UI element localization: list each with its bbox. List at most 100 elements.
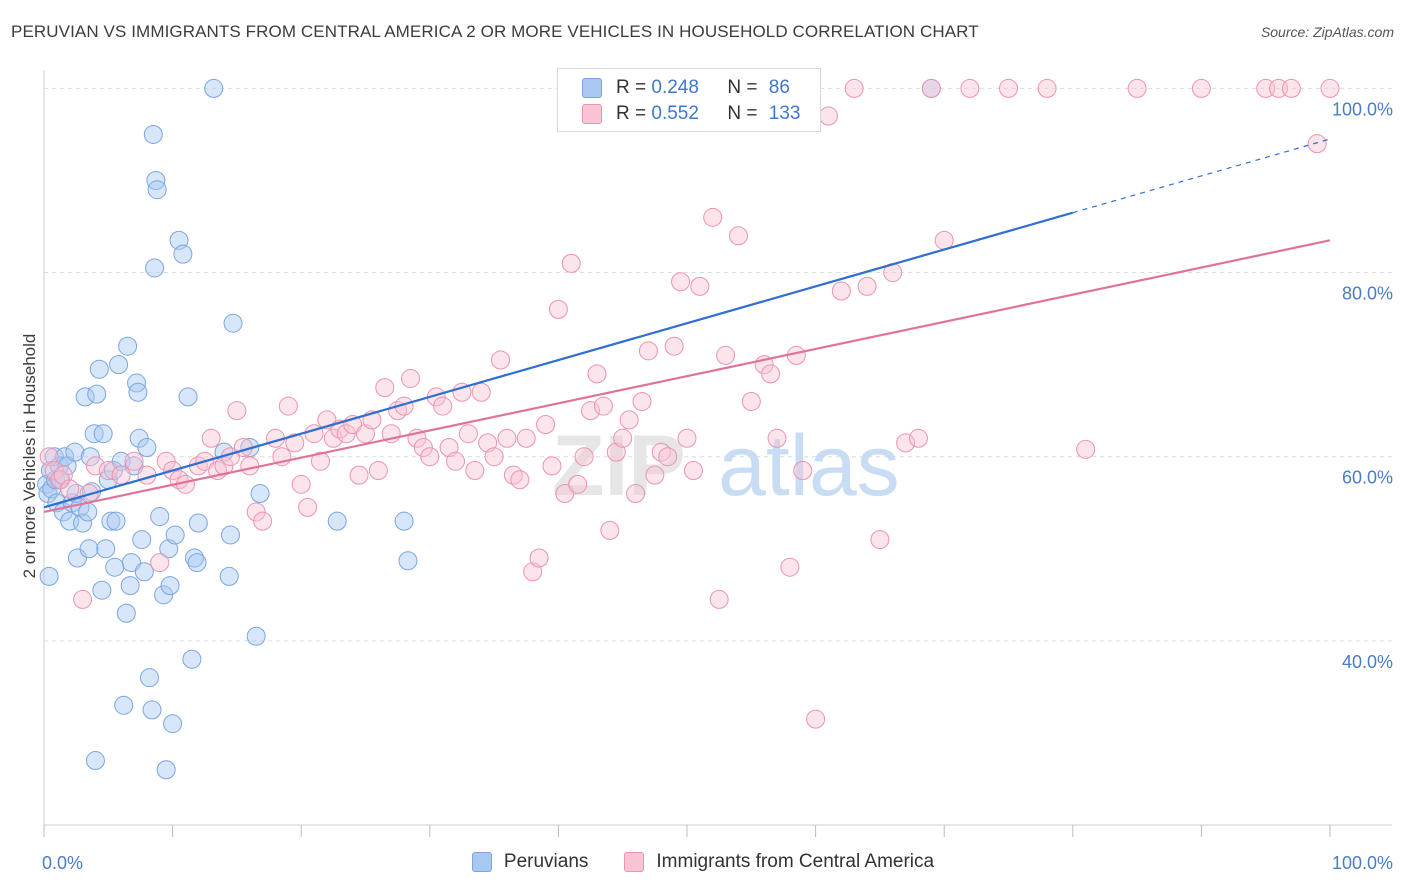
data-point xyxy=(542,456,562,476)
y-axis-label: 2 or more Vehicles in Household xyxy=(20,334,39,579)
legend-item-peruvians[interactable]: Peruvians xyxy=(471,851,589,873)
data-point xyxy=(1281,78,1301,98)
axes xyxy=(43,70,1392,837)
data-point xyxy=(105,557,125,577)
legend-label-peruvians: Peruvians xyxy=(503,851,589,872)
data-point xyxy=(1320,78,1340,98)
data-point xyxy=(446,451,466,471)
data-point xyxy=(999,78,1018,98)
data-point xyxy=(145,258,165,278)
data-point xyxy=(124,451,144,471)
data-point xyxy=(165,525,185,545)
data-point xyxy=(375,378,395,398)
data-point xyxy=(368,461,388,481)
data-point xyxy=(458,424,478,444)
legend-label-central-america: Immigrants from Central America xyxy=(656,851,935,872)
data-point xyxy=(285,433,305,453)
data-point xyxy=(574,447,594,467)
data-point xyxy=(298,497,318,517)
data-point xyxy=(806,709,826,729)
series-central-america-points xyxy=(39,78,1340,729)
data-point xyxy=(638,341,658,361)
data-point xyxy=(1037,78,1057,98)
y-tick-label: 100.0% xyxy=(1332,99,1393,119)
data-point xyxy=(67,548,87,568)
data-point xyxy=(491,350,511,370)
data-point xyxy=(600,520,620,540)
data-point xyxy=(246,626,266,646)
data-point xyxy=(134,562,154,582)
data-point xyxy=(201,428,221,448)
data-point xyxy=(111,465,131,485)
data-point xyxy=(626,484,646,504)
data-point xyxy=(632,391,652,411)
data-point xyxy=(536,414,556,434)
data-point xyxy=(240,456,260,476)
data-point xyxy=(581,401,601,421)
data-point xyxy=(767,428,787,448)
data-point xyxy=(44,447,64,467)
data-point xyxy=(587,364,607,384)
data-point xyxy=(80,447,100,467)
data-point xyxy=(323,428,343,448)
data-point xyxy=(671,272,691,292)
data-point xyxy=(96,539,116,559)
data-point xyxy=(394,511,414,531)
data-point xyxy=(529,548,549,568)
data-point xyxy=(613,428,633,448)
data-point xyxy=(142,700,162,720)
data-point xyxy=(1127,78,1147,98)
data-point xyxy=(60,479,80,499)
x-tick-label: 0.0% xyxy=(42,853,83,873)
data-point xyxy=(908,428,928,448)
data-point xyxy=(147,180,167,200)
data-point xyxy=(101,511,121,531)
data-point xyxy=(896,433,916,453)
data-point xyxy=(187,553,207,573)
legend-item-central-america[interactable]: Immigrants from Central America xyxy=(624,851,934,873)
data-point xyxy=(593,396,613,416)
series-peruvians-points xyxy=(37,78,941,780)
data-point xyxy=(484,447,504,467)
data-point xyxy=(150,507,170,527)
data-point xyxy=(516,428,536,448)
legend-swatch-central-america xyxy=(582,104,602,124)
data-point xyxy=(818,106,838,126)
data-point xyxy=(204,78,224,98)
legend-r-label: R = xyxy=(616,77,647,98)
data-point xyxy=(159,539,179,559)
data-point xyxy=(349,465,369,485)
data-point xyxy=(606,442,626,462)
data-point xyxy=(561,253,581,273)
data-point xyxy=(92,580,112,600)
data-point xyxy=(523,562,543,582)
data-point xyxy=(246,502,266,522)
data-point xyxy=(568,474,588,494)
data-point xyxy=(128,382,148,402)
data-point xyxy=(960,78,980,98)
data-point xyxy=(741,391,761,411)
data-point xyxy=(132,530,152,550)
data-point xyxy=(116,603,136,623)
data-point xyxy=(439,438,459,457)
data-point xyxy=(163,714,183,734)
data-point xyxy=(870,530,890,550)
data-point xyxy=(219,566,239,586)
data-point xyxy=(677,428,697,448)
data-point xyxy=(85,456,105,476)
series-legend: Peruvians Immigrants from Central Americ… xyxy=(0,851,1406,873)
data-point xyxy=(716,345,736,365)
y-tick-labels: 40.0% 60.0% 80.0% 100.0% xyxy=(1332,99,1393,671)
data-point xyxy=(420,447,440,467)
data-point xyxy=(465,461,485,481)
data-point xyxy=(1076,439,1096,459)
data-point xyxy=(220,525,240,545)
data-point xyxy=(150,553,170,573)
data-point xyxy=(156,451,176,471)
data-point xyxy=(844,78,864,98)
y-tick-label: 80.0% xyxy=(1342,284,1393,304)
legend-n-value: 133 xyxy=(768,103,801,124)
data-point xyxy=(857,276,877,296)
data-point xyxy=(356,424,375,444)
